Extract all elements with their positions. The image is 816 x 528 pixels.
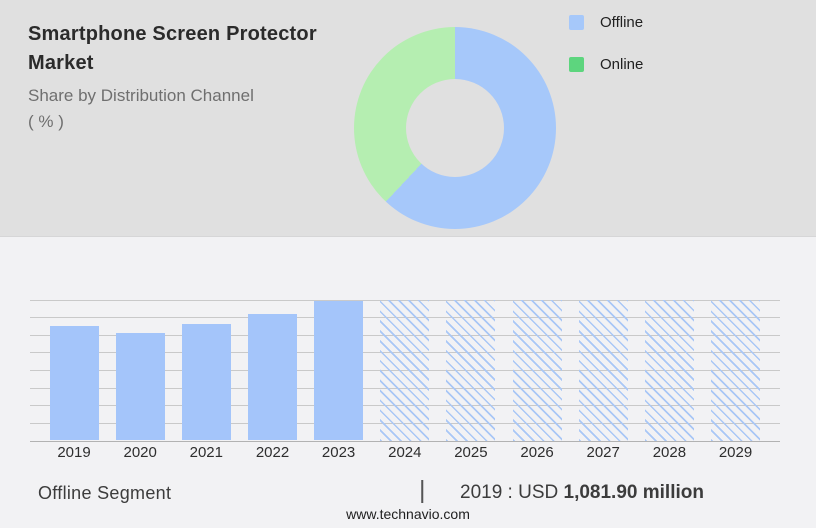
year-label-2023: 2023 [321, 444, 356, 461]
offline-swatch-icon [569, 15, 584, 30]
online-swatch-icon [569, 57, 584, 72]
year-label-2027: 2027 [586, 444, 620, 461]
page-title-line1: Smartphone Screen Protector [28, 23, 317, 45]
donut-chart [354, 27, 556, 229]
value-prefix: 2019 : USD [460, 482, 564, 503]
page-subtitle-line1: Share by Distribution Channel [28, 86, 254, 105]
page-subtitle-line2: ( % ) [28, 112, 64, 131]
bar-2029 [711, 299, 760, 441]
subtitle-block: Share by Distribution Channel ( % ) [28, 83, 368, 135]
legend-label-offline: Offline [600, 14, 644, 31]
donut-hole [406, 79, 504, 177]
bar-2020 [115, 333, 165, 441]
legend: Offline Online [569, 14, 643, 98]
bar-2024 [380, 299, 430, 441]
bar-2023 [314, 300, 364, 441]
bar-chart-panel: 2019 2020 2021 2022 2023 2024 2025 2026 2027 2028… [0, 237, 816, 528]
x-axis-line [30, 440, 780, 442]
header-panel: Smartphone Screen Protector Market Share… [0, 0, 816, 237]
bar-2027 [578, 299, 628, 441]
segment-label: Offline Segment [38, 483, 172, 503]
value-annotation: 2019 : USD 1,081.90 million [460, 482, 704, 504]
legend-item-online: Online [569, 56, 643, 73]
bar-2028 [644, 299, 694, 441]
year-label-2021: 2021 [189, 444, 223, 461]
legend-item-offline: Offline [569, 14, 643, 31]
website-url: www.technavio.com [346, 506, 470, 522]
year-label-2019: 2019 [57, 444, 91, 461]
bar-2026 [512, 299, 562, 441]
footer-divider: | [419, 476, 426, 504]
bar-2025 [446, 299, 496, 441]
year-label-2026: 2026 [520, 444, 554, 461]
value-bold: 1,081.90 million [563, 482, 704, 503]
page-title-line2: Market [28, 52, 94, 74]
legend-label-online: Online [600, 56, 644, 73]
year-label-2024: 2024 [388, 444, 422, 461]
bar-2019 [49, 325, 99, 441]
bar-2021 [181, 324, 231, 441]
year-label-2029: 2029 [718, 444, 753, 461]
year-label-2028: 2028 [652, 444, 687, 461]
bar-2022 [248, 314, 297, 441]
bar-plot: 2019 2020 2021 2022 2023 2024 2025 2026 2027 2028… [0, 237, 816, 528]
year-label-2020: 2020 [123, 444, 157, 461]
year-label-2022: 2022 [255, 444, 290, 461]
year-label-2025: 2025 [454, 444, 488, 461]
title-block: Smartphone Screen Protector Market Share… [28, 20, 368, 135]
